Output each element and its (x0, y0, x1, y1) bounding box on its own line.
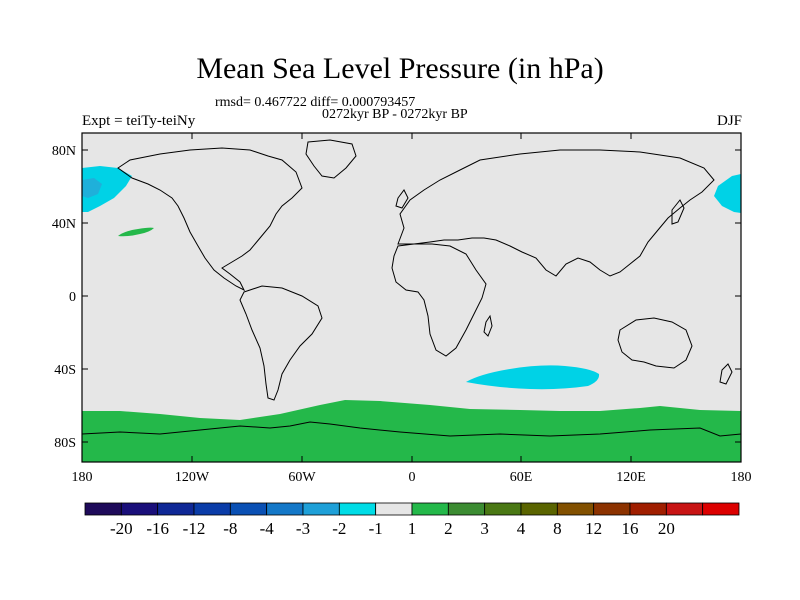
colorbar-swatch (665, 502, 704, 516)
bering-negative-region-east (714, 174, 741, 213)
coastlines (82, 139, 741, 437)
map-field (82, 133, 741, 462)
period-subtitle: 0272kyr BP - 0272kyr BP (322, 107, 468, 122)
colorbar-label: -4 (260, 519, 275, 538)
lat-label: 40N (52, 217, 76, 232)
colorbar-swatch (556, 502, 595, 516)
longitude-axis: 180 120W 60W 0 60E 120E 180 (72, 133, 752, 485)
colorbar-swatch (229, 502, 268, 516)
bering-negative-core-west (82, 178, 102, 198)
colorbar-swatch (702, 502, 740, 516)
lat-label: 80S (54, 436, 76, 451)
colorbar-swatch (447, 502, 486, 516)
colorbar-label: 8 (553, 519, 562, 538)
bering-negative-region-west (82, 166, 132, 212)
lon-label: 60E (510, 470, 533, 485)
colorbar-swatch (84, 502, 122, 516)
colorbar-swatch (120, 502, 159, 516)
colorbar-label: -1 (369, 519, 383, 538)
colorbar-label: -2 (332, 519, 346, 538)
colorbar-swatch (484, 502, 522, 516)
lon-label: 180 (72, 470, 93, 485)
chart-title: Mean Sea Level Pressure (in hPa) (196, 52, 604, 85)
experiment-label: Expt = teiTy-teiNy (82, 113, 196, 129)
colorbar-label: 3 (480, 519, 489, 538)
lon-label: 60W (288, 470, 316, 485)
colorbar-swatch (193, 502, 231, 516)
colorbar-label: 16 (622, 519, 639, 538)
colorbar-label: 1 (408, 519, 417, 538)
colorbar-label: 12 (585, 519, 602, 538)
season-label: DJF (716, 113, 742, 129)
colorbar-label: 20 (658, 519, 675, 538)
colorbar-swatch (629, 502, 667, 516)
colorbar-swatch (302, 502, 340, 516)
indian-ocean-negative-region (466, 365, 600, 390)
colorbar-swatch (593, 502, 631, 516)
colorbar-label: 4 (517, 519, 526, 538)
colorbar-swatch (411, 502, 449, 516)
lon-label: 120E (616, 470, 646, 485)
north-pacific-positive-patch (118, 227, 154, 237)
colorbar-label: -12 (183, 519, 206, 538)
colorbar-swatch (338, 502, 377, 516)
colorbar-swatch (266, 502, 304, 516)
colorbar-label: 2 (444, 519, 453, 538)
colorbar-swatch (375, 502, 413, 516)
lon-label: 120W (175, 470, 210, 485)
stats-subtitle: rmsd= 0.467722 diff= 0.000793457 (215, 95, 416, 110)
lat-label: 40S (54, 363, 76, 378)
colorbar: -20 -16 -12 -8 -4 -3 -2 -1 1 2 3 4 8 12 16 20 (84, 502, 740, 538)
colorbar-label: -3 (296, 519, 310, 538)
latitude-axis: 80N 40N 0 40S 80S (52, 144, 741, 451)
colorbar-label: -16 (146, 519, 169, 538)
lon-label: 180 (731, 470, 752, 485)
southern-ocean-positive-region (82, 400, 741, 462)
colorbar-label: -8 (223, 519, 237, 538)
lon-label: 0 (409, 470, 416, 485)
lat-label: 0 (69, 290, 76, 305)
colorbar-swatch (157, 502, 195, 516)
colorbar-label: -20 (110, 519, 133, 538)
lat-label: 80N (52, 144, 76, 159)
colorbar-swatch (520, 502, 558, 516)
